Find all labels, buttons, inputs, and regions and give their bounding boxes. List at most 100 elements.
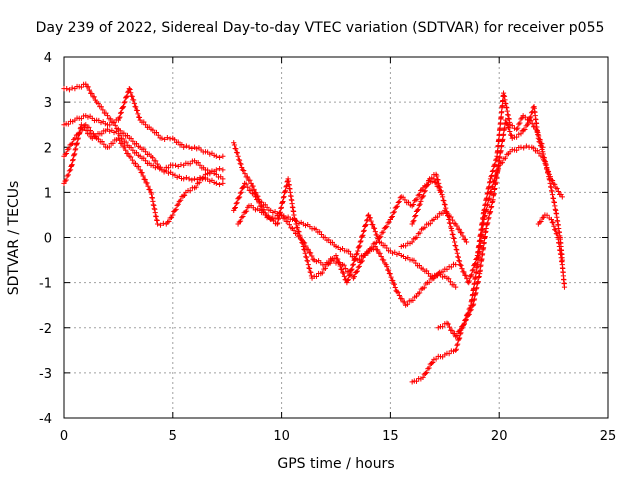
data-point xyxy=(86,131,92,137)
data-point xyxy=(72,147,78,153)
data-point xyxy=(489,199,495,206)
grid-lines xyxy=(64,57,608,418)
data-point xyxy=(91,94,97,100)
data-point xyxy=(99,131,105,137)
data-point xyxy=(258,203,265,209)
data-point xyxy=(63,177,69,183)
data-point xyxy=(191,176,198,182)
data-point xyxy=(473,256,479,263)
data-point xyxy=(392,284,398,291)
data-point xyxy=(282,215,288,221)
data-point xyxy=(143,122,149,128)
data-point xyxy=(180,193,186,199)
data-point xyxy=(350,261,357,267)
data-point xyxy=(66,146,72,152)
data-point xyxy=(422,188,428,194)
data-point xyxy=(413,378,420,384)
data-point xyxy=(446,276,452,282)
data-point xyxy=(472,260,478,267)
data-point xyxy=(104,113,111,119)
data-point xyxy=(135,111,141,117)
data-point xyxy=(181,176,187,182)
data-point xyxy=(331,255,337,261)
data-point xyxy=(216,181,223,188)
data-point xyxy=(447,279,454,285)
data-point xyxy=(411,218,417,224)
data-point xyxy=(248,187,254,194)
data-point xyxy=(541,155,547,161)
data-point xyxy=(360,228,367,234)
data-point xyxy=(247,177,253,183)
data-point xyxy=(345,277,351,284)
data-point xyxy=(366,212,372,218)
data-point xyxy=(450,232,456,238)
data-point xyxy=(374,232,380,238)
data-point xyxy=(424,268,430,274)
data-point xyxy=(425,181,431,188)
data-point xyxy=(153,129,160,136)
data-point xyxy=(160,220,166,226)
data-point xyxy=(346,248,352,254)
data-point xyxy=(216,154,223,161)
data-point xyxy=(71,152,77,158)
data-point xyxy=(93,133,99,140)
data-point xyxy=(300,239,306,245)
data-point xyxy=(130,147,136,153)
data-point xyxy=(150,127,156,133)
data-point xyxy=(372,228,378,235)
data-point xyxy=(451,239,458,245)
data-point xyxy=(241,184,247,190)
data-point xyxy=(434,214,441,220)
data-point xyxy=(453,347,459,353)
data-point xyxy=(467,308,473,314)
data-point xyxy=(175,201,181,207)
data-point xyxy=(531,145,537,151)
data-point xyxy=(548,216,555,223)
data-point xyxy=(159,135,165,141)
data-point xyxy=(454,247,460,253)
data-point xyxy=(544,212,550,218)
data-point xyxy=(128,144,134,151)
data-point xyxy=(534,147,540,154)
data-point xyxy=(514,147,520,153)
data-point xyxy=(405,199,412,205)
data-point xyxy=(359,233,365,239)
data-point xyxy=(231,205,238,211)
data-point xyxy=(117,133,123,139)
data-point xyxy=(193,184,199,190)
data-point xyxy=(535,129,541,136)
data-point xyxy=(404,301,411,307)
data-point xyxy=(95,136,102,142)
data-point xyxy=(234,150,240,156)
data-point xyxy=(233,200,239,207)
data-point xyxy=(435,177,441,183)
data-point xyxy=(448,225,454,232)
data-point xyxy=(543,162,549,168)
data-point xyxy=(75,136,81,142)
data-point xyxy=(68,162,75,169)
data-point xyxy=(440,269,446,275)
data-point xyxy=(413,260,419,266)
data-point xyxy=(280,194,287,201)
data-point xyxy=(140,173,146,179)
data-point xyxy=(403,243,409,249)
data-point xyxy=(213,153,219,159)
data-point xyxy=(420,193,427,199)
data-point xyxy=(133,104,139,110)
data-point xyxy=(66,87,73,93)
data-point xyxy=(462,318,468,324)
data-point xyxy=(347,272,353,278)
data-point xyxy=(281,194,287,200)
data-point xyxy=(456,258,463,264)
data-point xyxy=(181,192,188,198)
data-point xyxy=(232,204,239,211)
data-point xyxy=(302,250,308,256)
data-point xyxy=(303,243,309,249)
data-point xyxy=(278,205,284,211)
data-point xyxy=(329,239,335,245)
chart-title: Day 239 of 2022, Sidereal Day-to-day VTE… xyxy=(35,20,605,36)
data-point xyxy=(399,296,405,302)
data-point xyxy=(422,370,429,376)
data-point xyxy=(554,231,560,237)
data-point xyxy=(491,162,498,168)
